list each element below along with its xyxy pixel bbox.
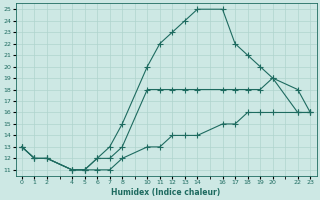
X-axis label: Humidex (Indice chaleur): Humidex (Indice chaleur) — [111, 188, 221, 197]
